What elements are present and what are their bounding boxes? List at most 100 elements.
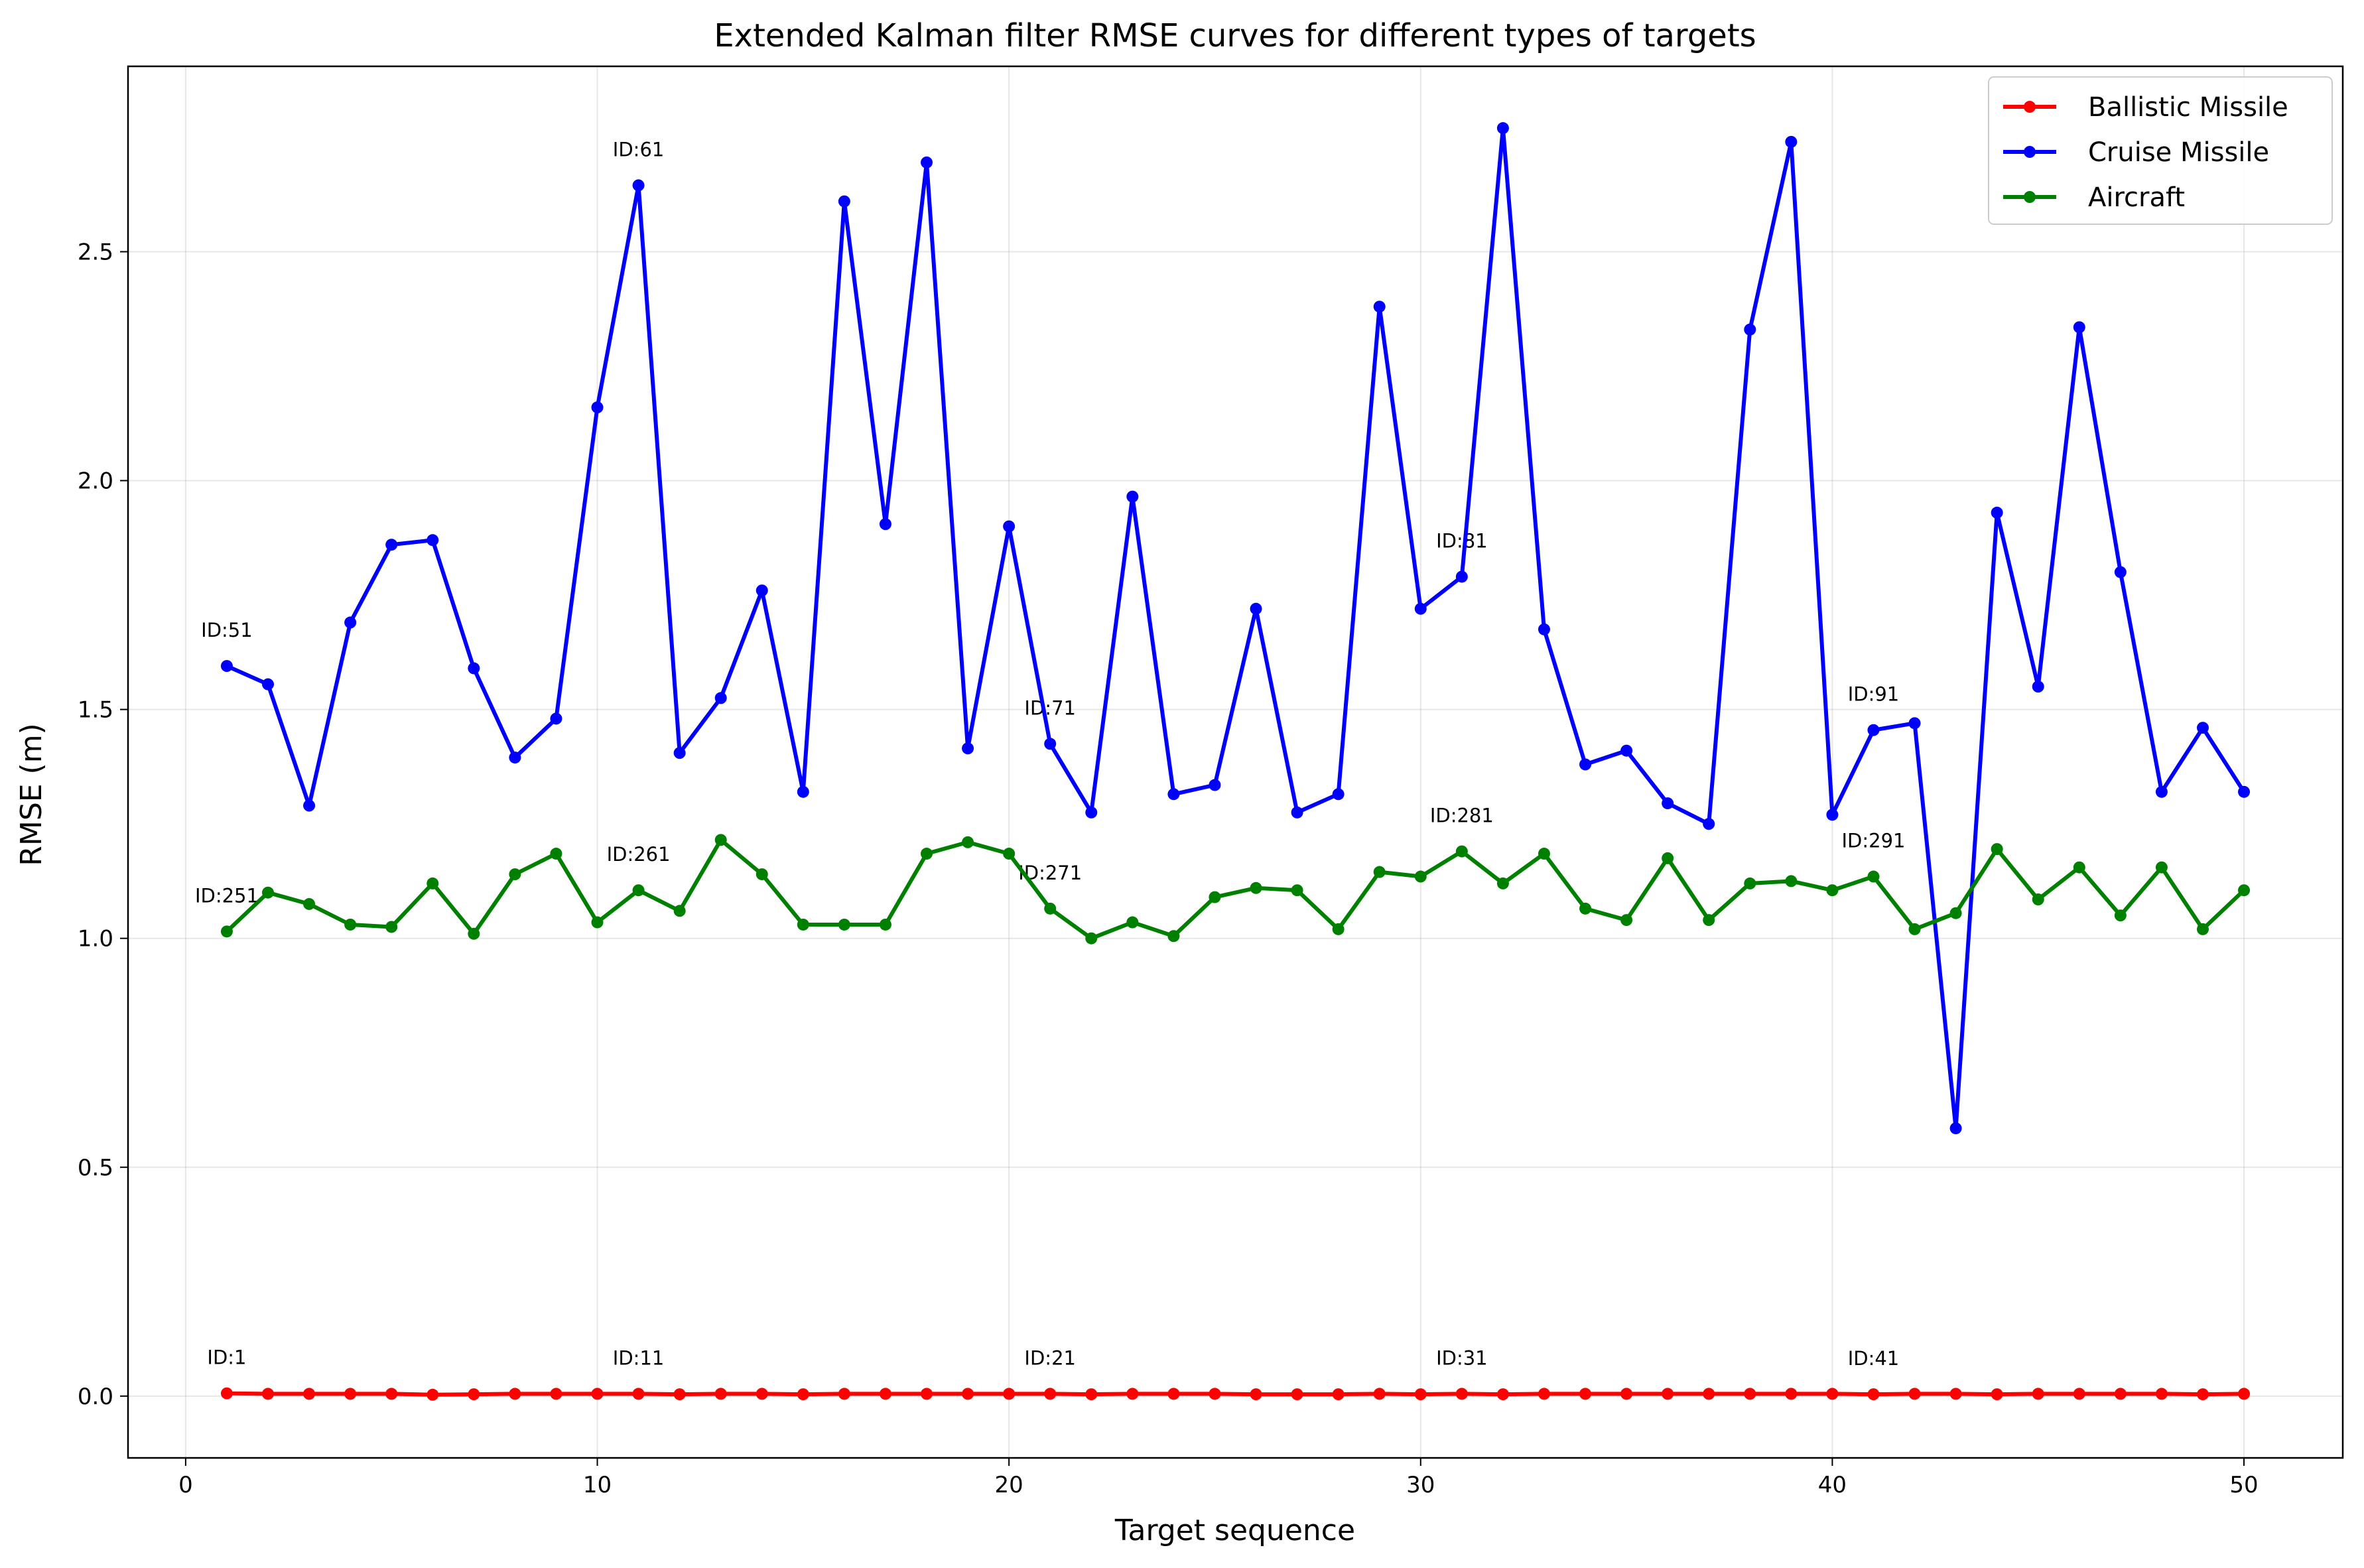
cruise-missile-point: [673, 747, 686, 759]
cruise-missile-point: [468, 662, 480, 675]
cruise-missile-point: [303, 799, 316, 812]
cruise-missile-point: [797, 785, 809, 798]
cruise-missile-point: [1003, 520, 1016, 533]
ballistic-missile-point: [1826, 1388, 1839, 1400]
point-annotation: ID:31: [1436, 1346, 1488, 1369]
point-annotation: ID:281: [1430, 805, 1494, 827]
cruise-missile-point: [1250, 602, 1262, 615]
cruise-missile-point: [1085, 806, 1098, 818]
ballistic-missile-point: [1373, 1388, 1386, 1400]
cruise-missile-point: [2155, 785, 2168, 798]
aircraft-point: [385, 921, 398, 933]
cruise-missile-point: [427, 534, 439, 547]
cruise-missile-legend-label: Cruise Missile: [2088, 137, 2269, 168]
y-tick-label: 1.5: [78, 697, 113, 724]
aircraft-point: [303, 897, 316, 910]
ballistic-missile-point: [2155, 1388, 2168, 1400]
ballistic-missile-point: [2032, 1388, 2044, 1400]
point-annotation: ID:1: [207, 1346, 246, 1369]
ballistic-missile-point: [550, 1388, 562, 1400]
aircraft-point: [2196, 923, 2209, 935]
x-tick-label: 50: [2229, 1472, 2258, 1498]
aircraft-point: [220, 925, 233, 938]
aircraft-point: [1044, 902, 1057, 915]
aircraft-point: [838, 918, 850, 931]
aircraft-point: [1373, 866, 1386, 878]
x-axis-label: Target sequence: [1114, 1514, 1355, 1547]
ballistic-missile-point: [797, 1388, 809, 1401]
cruise-missile-point: [1744, 323, 1756, 336]
aircraft-point: [2155, 861, 2168, 874]
cruise-missile-point: [1908, 717, 1921, 730]
cruise-missile-point: [921, 156, 933, 168]
cruise-missile-point: [385, 539, 398, 551]
point-annotation: ID:51: [201, 619, 253, 641]
ballistic-missile-legend-marker: [2024, 101, 2036, 113]
cruise-missile-point: [1785, 135, 1798, 148]
cruise-missile-point: [344, 616, 357, 629]
y-tick-label: 0.5: [78, 1155, 113, 1181]
cruise-missile-line: [226, 126, 2246, 1131]
ballistic-missile-point: [1126, 1388, 1139, 1400]
point-annotation: ID:261: [607, 843, 671, 866]
aircraft-legend-label: Aircraft: [2088, 182, 2185, 213]
aircraft-point: [921, 848, 933, 860]
grid-lines: [128, 66, 2343, 1458]
x-tick-label: 30: [1406, 1472, 1435, 1498]
y-tick-label: 2.5: [78, 239, 113, 266]
chart-title: Extended Kalman filter RMSE curves for d…: [714, 17, 1756, 54]
ballistic-missile-point: [962, 1388, 974, 1400]
ballistic-missile-legend-label: Ballistic Missile: [2088, 92, 2288, 123]
ballistic-missile-point: [1085, 1388, 1098, 1401]
aircraft-point: [1991, 843, 2003, 856]
x-tick-label: 40: [1818, 1472, 1847, 1498]
ballistic-missile-point: [262, 1388, 275, 1400]
ballistic-missile-point: [468, 1388, 480, 1401]
legend: Ballistic Missile Cruise Missile Aircraft: [1988, 76, 2333, 225]
cruise-missile-point: [962, 742, 974, 755]
ballistic-missile-point: [344, 1388, 357, 1400]
cruise-missile-point: [1332, 788, 1345, 801]
ballistic-missile-point: [427, 1388, 439, 1401]
ballistic-missile-point: [2238, 1388, 2251, 1400]
ballistic-missile-point: [1538, 1388, 1550, 1400]
ballistic-missile-point: [1496, 1388, 1509, 1401]
ballistic-missile-point: [303, 1388, 316, 1400]
aircraft-point: [1949, 907, 1962, 919]
cruise-missile-point: [2073, 321, 2085, 334]
ballistic-missile-point: [755, 1388, 768, 1400]
cruise-missile-point: [1373, 300, 1386, 313]
aircraft-point: [714, 834, 727, 846]
aircraft-point: [755, 868, 768, 881]
ballistic-missile-point: [1785, 1388, 1798, 1400]
cruise-missile-point: [2114, 566, 2127, 578]
cruise-missile-point: [1496, 122, 1509, 135]
cruise-missile-point: [879, 518, 891, 531]
x-tick-label: 10: [583, 1472, 612, 1498]
aircraft-series: [220, 834, 2251, 945]
ballistic-missile-point: [1662, 1388, 1674, 1400]
aircraft-point: [344, 918, 357, 931]
cruise-missile-point: [591, 401, 604, 414]
aircraft-point: [1579, 902, 1592, 915]
point-annotations: ID:1 ID:11 ID:21 ID:31 ID:41 ID:51 ID:61 ID:71 I…: [195, 138, 1906, 1370]
cruise-missile-point: [1620, 744, 1633, 757]
ballistic-missile-point: [714, 1388, 727, 1400]
aircraft-point: [1126, 916, 1139, 929]
point-annotation: ID:91: [1848, 683, 1900, 706]
y-axis-label: RMSE (m): [15, 723, 48, 866]
ballistic-missile-point: [1414, 1388, 1427, 1401]
ballistic-missile-point: [921, 1388, 933, 1400]
aircraft-line: [225, 838, 2246, 941]
aircraft-point: [1250, 882, 1262, 894]
ballistic-missile-point: [1003, 1388, 1016, 1400]
point-annotation: ID:291: [1841, 830, 1905, 852]
point-annotation: ID:11: [613, 1346, 665, 1369]
aircraft-point: [1291, 884, 1303, 897]
point-annotation: ID:81: [1436, 529, 1488, 552]
ballistic-missile-point: [673, 1388, 686, 1401]
x-tick-label: 0: [178, 1472, 193, 1498]
cruise-missile-legend-marker: [2024, 146, 2036, 158]
ballistic-missile-series: [220, 1387, 2251, 1401]
aircraft-point: [632, 884, 645, 897]
